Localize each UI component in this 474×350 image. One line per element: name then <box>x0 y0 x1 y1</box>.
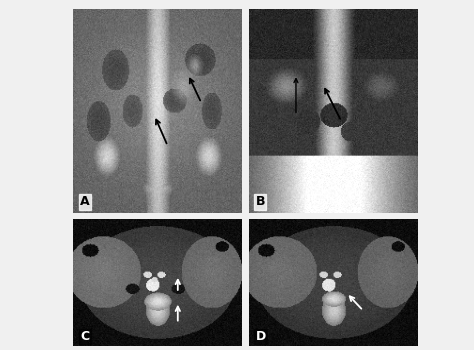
Text: B: B <box>255 195 265 208</box>
Text: C: C <box>80 330 89 343</box>
Text: A: A <box>80 195 90 208</box>
Text: D: D <box>255 330 266 343</box>
